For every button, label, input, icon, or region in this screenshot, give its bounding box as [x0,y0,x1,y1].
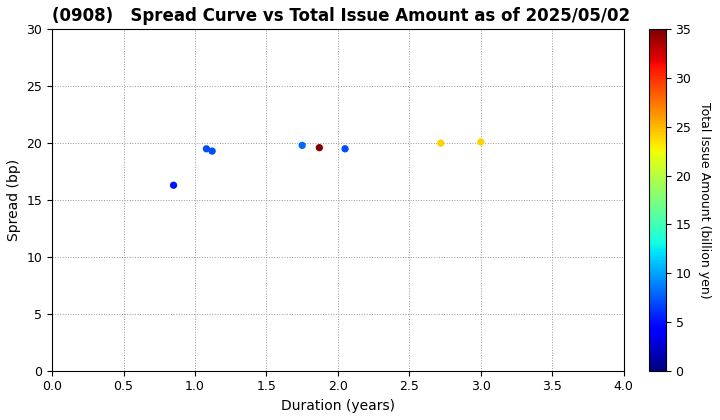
Point [435,140,446,147]
Point [207,148,218,155]
Point [297,142,308,149]
Text: (0908)   Spread Curve vs Total Issue Amount as of 2025/05/02: (0908) Spread Curve vs Total Issue Amoun… [52,7,630,25]
Point [339,145,351,152]
X-axis label: Duration (years): Duration (years) [281,399,395,413]
Y-axis label: Total Issue Amount (billion yen): Total Issue Amount (billion yen) [698,102,711,298]
Point [201,145,212,152]
Y-axis label: Spread (bp): Spread (bp) [7,159,21,241]
Point [475,139,487,145]
Point [314,144,325,151]
Point [168,182,179,189]
